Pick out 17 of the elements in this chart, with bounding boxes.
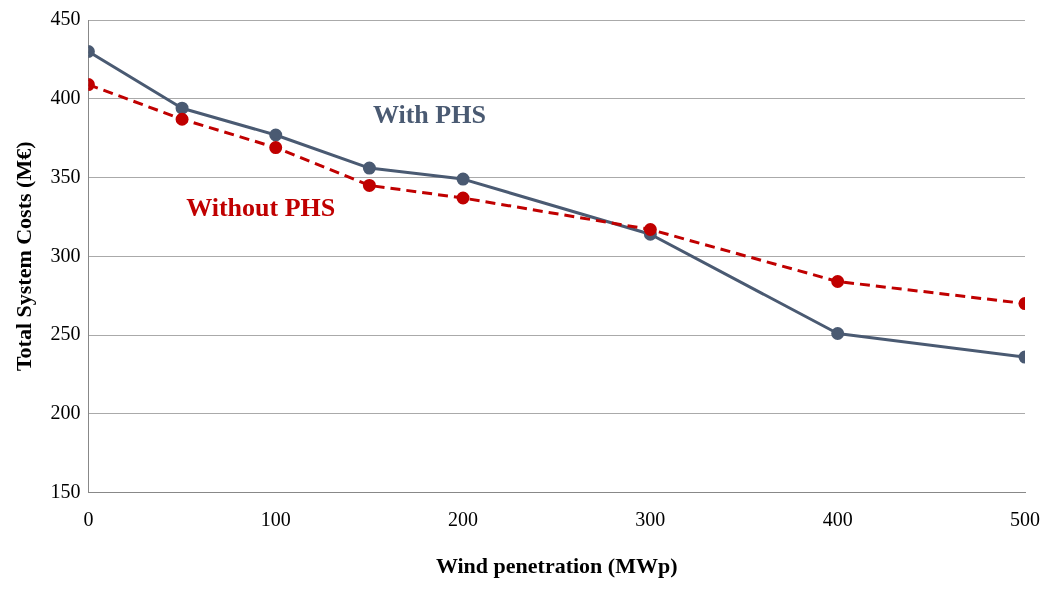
- series-label: With PHS: [372, 99, 486, 129]
- x-tick-label: 200: [448, 507, 479, 530]
- y-tick-label: 350: [50, 164, 81, 187]
- y-tick-label: 450: [50, 7, 81, 30]
- x-tick-label: 500: [1010, 507, 1040, 530]
- y-tick-label: 250: [50, 322, 81, 345]
- x-tick-label: 400: [822, 507, 853, 530]
- x-tick-label: 100: [260, 507, 291, 530]
- x-tick-label: 0: [83, 507, 94, 530]
- y-tick-label: 300: [50, 243, 81, 266]
- series-label: Without PHS: [186, 193, 336, 223]
- y-axis-title: Total System Costs (M€): [10, 141, 36, 372]
- y-tick-label: 400: [50, 86, 81, 109]
- x-tick-label: 300: [635, 507, 666, 530]
- y-tick-label: 150: [50, 479, 81, 502]
- x-axis-title: Wind penetration (MWp): [435, 553, 678, 579]
- y-tick-label: 200: [50, 401, 81, 424]
